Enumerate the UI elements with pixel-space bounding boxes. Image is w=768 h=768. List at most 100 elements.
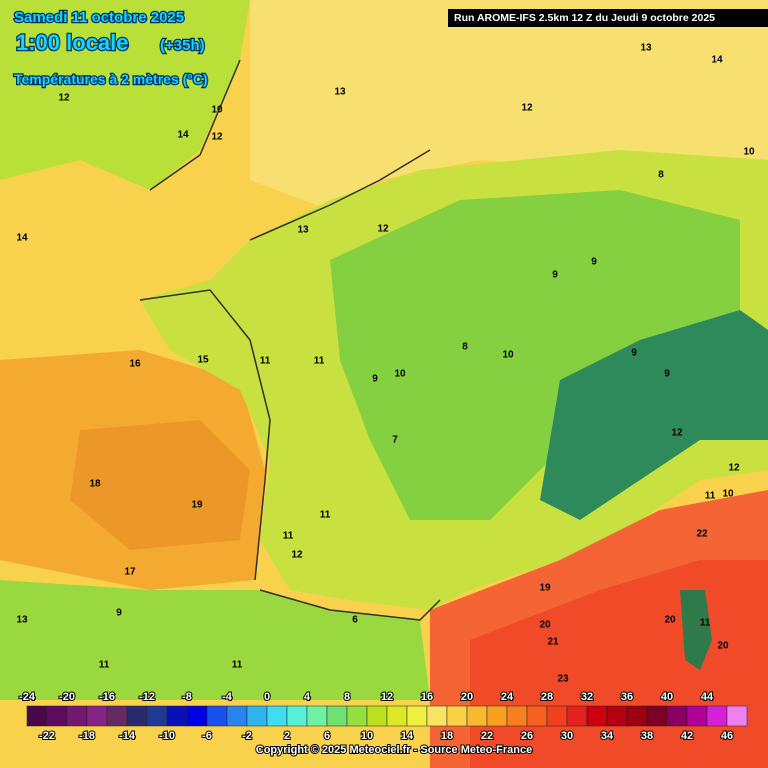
contour-label: 8 [658, 170, 664, 181]
contour-label: 18 [89, 479, 101, 490]
contour-label: 10 [211, 105, 223, 116]
color-swatch [526, 705, 548, 727]
color-swatch [166, 705, 188, 727]
france-cool [330, 190, 740, 520]
contour-label: 9 [631, 348, 637, 359]
contour-label: 11 [705, 491, 716, 502]
scale-label-bottom: 10 [361, 730, 373, 742]
contour-label: 12 [58, 93, 70, 104]
contour-label: 16 [129, 359, 141, 370]
scale-label-top: 4 [304, 691, 311, 703]
color-swatch [466, 705, 488, 727]
alps-cold [540, 310, 768, 520]
color-swatch [86, 705, 108, 727]
contour-label: 7 [392, 435, 398, 446]
color-swatch [126, 705, 148, 727]
scale-label-bottom: 26 [521, 730, 533, 742]
contour-label: 19 [191, 500, 203, 511]
contour-label: 13 [297, 225, 309, 236]
color-swatch [706, 705, 728, 727]
contour-label: 11 [232, 660, 243, 671]
scale-label-top: -8 [182, 691, 192, 703]
scale-label-bottom: 30 [561, 730, 573, 742]
contour-label: 11 [99, 660, 110, 671]
contour-label: 9 [116, 608, 122, 619]
color-swatch [626, 705, 648, 727]
scale-label-bottom: -18 [79, 730, 95, 742]
contour-label: 12 [728, 463, 740, 474]
color-swatch [666, 705, 688, 727]
color-swatch [646, 705, 668, 727]
contour-label: 12 [377, 224, 389, 235]
map-labels: 12 14 12 10 13 16 15 18 19 17 14 13 12 11 11 9 10 7 10 8 9 9 8… [16, 43, 755, 685]
scale-label-top: 32 [581, 691, 593, 703]
contour-label: 12 [211, 132, 223, 143]
color-swatch [246, 705, 268, 727]
color-swatch [286, 705, 308, 727]
contour-label: 9 [552, 270, 558, 281]
color-swatch [26, 705, 48, 727]
contour-label: 11 [700, 618, 711, 629]
scale-label-top: -16 [99, 691, 115, 703]
scale-label-top: 44 [701, 691, 714, 703]
scale-label-bottom: 6 [324, 730, 330, 742]
color-swatch [566, 705, 588, 727]
color-swatch [46, 705, 68, 727]
contour-label: 8 [462, 342, 468, 353]
scale-label-top: 20 [461, 691, 473, 703]
contour-label: 9 [664, 369, 670, 380]
scale-label-top: 28 [541, 691, 553, 703]
contour-label: 20 [717, 641, 729, 652]
scale-label-bottom: -14 [119, 730, 136, 742]
contour-label: 12 [671, 428, 683, 439]
contour-label: 11 [314, 356, 325, 367]
contour-label: 13 [16, 615, 28, 626]
color-swatch [446, 705, 468, 727]
color-swatch [306, 705, 328, 727]
color-swatch [266, 705, 288, 727]
contour-label: 6 [352, 615, 358, 626]
corsica [680, 590, 712, 670]
scale-label-bottom: 18 [441, 730, 453, 742]
scale-label-bottom: -2 [242, 730, 252, 742]
scale-label-top: 12 [381, 691, 393, 703]
contour-label: 11 [283, 531, 294, 542]
scale-label-bottom: 42 [681, 730, 693, 742]
contour-label: 15 [197, 355, 209, 366]
contour-label: 14 [177, 130, 189, 141]
color-swatch [346, 705, 368, 727]
scale-label-bottom: 34 [601, 730, 614, 742]
color-swatch [226, 705, 248, 727]
scale-label-top: 36 [621, 691, 633, 703]
contour-label: 17 [124, 567, 136, 578]
color-swatch [586, 705, 608, 727]
contour-label: 10 [743, 147, 755, 158]
color-swatch [146, 705, 168, 727]
contour-label: 21 [547, 637, 559, 648]
biscay-warmest [70, 420, 250, 550]
color-swatch [686, 705, 708, 727]
contour-label: 12 [521, 103, 533, 114]
run-box [448, 9, 768, 27]
lead-time: (+35h) [160, 37, 205, 54]
contour-label: 14 [16, 233, 28, 244]
scale-label-top: -20 [59, 691, 75, 703]
contour-label: 12 [291, 550, 303, 561]
scale-label-top: 24 [501, 691, 514, 703]
scale-label-top: -4 [222, 691, 233, 703]
scale-label-top: -12 [139, 691, 155, 703]
copyright: Copyright © 2025 Meteociel.fr - Source M… [256, 744, 532, 756]
contour-label: 10 [502, 350, 514, 361]
contour-label: 19 [539, 583, 551, 594]
contour-label: 20 [664, 615, 676, 626]
contour-label: 13 [640, 43, 652, 54]
contour-label: 9 [591, 257, 597, 268]
scale-label-top: 16 [421, 691, 433, 703]
color-swatch [66, 705, 88, 727]
color-scale: -24 -20 -16 -12 -8 -4 0 4 8 12 16 20 24 28 32 36 40 44-22… [18, 690, 748, 743]
field-name: Températures à 2 mètres (°C) [14, 71, 208, 87]
time: 1:00 locale [16, 30, 129, 55]
color-swatch [486, 705, 508, 727]
scale-label-bottom: -10 [159, 730, 175, 742]
